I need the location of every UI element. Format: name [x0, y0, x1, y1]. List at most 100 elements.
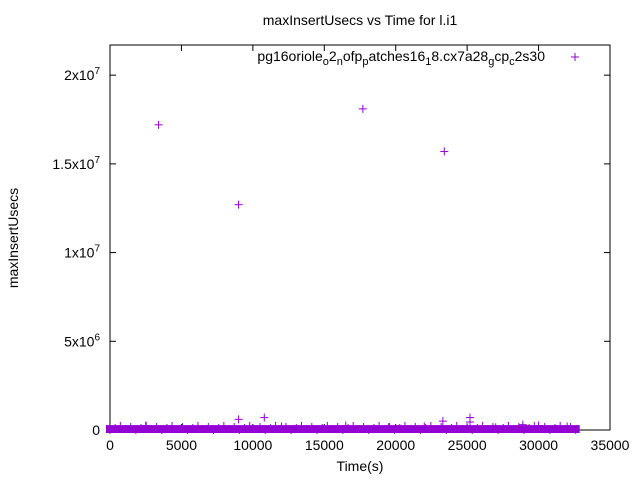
baseline-marker [442, 426, 451, 434]
x-tick-label: 20000 [376, 437, 415, 453]
baseline-marker [395, 424, 404, 432]
baseline-marker [349, 422, 358, 430]
data-point [260, 413, 269, 422]
legend-label-part: 2s30 [515, 48, 546, 64]
baseline-marker [463, 423, 472, 431]
baseline-marker [390, 426, 399, 434]
baseline-marker [551, 424, 560, 432]
baseline-marker [468, 426, 477, 434]
baseline-marker [106, 426, 114, 434]
baseline-marker [416, 426, 425, 434]
baseline-marker [121, 425, 130, 433]
legend-label-part: p [362, 56, 368, 68]
baseline-marker [318, 424, 327, 432]
baseline-marker [131, 426, 140, 434]
baseline-marker [540, 423, 549, 431]
y-tick-label: 0 [92, 422, 100, 438]
baseline-marker [369, 424, 378, 432]
baseline-marker [261, 426, 270, 434]
x-tick-label: 15000 [305, 437, 344, 453]
y-tick-label-base: 1.5x10 [52, 156, 94, 172]
baseline-marker [225, 425, 234, 433]
y-tick-label: 1.5x107 [52, 155, 100, 172]
x-axis: 0 5000 10000 15000 20000 25000 30000 35000 [106, 45, 630, 453]
baseline-marker [199, 425, 208, 433]
data-point [491, 423, 500, 432]
baseline-marker [116, 422, 125, 430]
data-point [466, 418, 474, 427]
x-tick-label: 25000 [448, 437, 487, 453]
baseline-marker [256, 423, 265, 431]
data-point [384, 423, 393, 432]
baseline-marker [219, 422, 228, 430]
legend-label-part: cp [494, 48, 509, 64]
x-axis-label: Time(s) [337, 458, 384, 474]
baseline-marker [421, 424, 430, 432]
baseline-marker [302, 425, 311, 433]
baseline-marker [152, 423, 161, 431]
baseline-marker [519, 426, 528, 434]
baseline-marker [204, 423, 213, 431]
data-point [234, 200, 243, 209]
x-tick-label: 10000 [233, 437, 272, 453]
baseline-marker [188, 424, 197, 432]
data-point [141, 421, 150, 430]
baseline-marker [173, 425, 182, 433]
plot-frame [109, 44, 611, 431]
baseline-marker [137, 424, 146, 432]
baseline-marker [209, 426, 218, 434]
baseline-marker [447, 424, 456, 432]
baseline-marker [566, 423, 575, 431]
y-tick-label-exponent: 7 [94, 244, 100, 255]
legend-label-part: 8.cx7a28 [431, 48, 488, 64]
legend-label-part: g [488, 56, 494, 68]
baseline-marker [411, 423, 420, 431]
y-tick-label-base: 2x10 [64, 67, 95, 83]
baseline-marker [240, 424, 249, 432]
y-tick-label: 1x107 [64, 244, 100, 261]
baseline-marker [432, 425, 440, 433]
baseline-marker [375, 422, 384, 430]
baseline-marker [535, 425, 544, 433]
baseline-marker [162, 424, 171, 432]
baseline-marker [437, 423, 446, 431]
legend-label-part: 2 [329, 48, 337, 64]
baseline-marker [359, 423, 368, 431]
x-tick-label: 30000 [519, 437, 558, 453]
baseline-marker [323, 422, 332, 430]
legend: pg16orioleo2nofppatches1618.cx7a28gcpc2s… [257, 48, 579, 68]
y-tick-label: 2x107 [64, 66, 100, 83]
y-tick-label-base: 0 [92, 422, 100, 438]
baseline-marker [183, 426, 192, 434]
y-tick-label-base: 1x10 [64, 245, 95, 261]
baseline-marker [525, 424, 534, 432]
baseline-marker [168, 422, 177, 430]
data-points [141, 104, 572, 432]
baseline-marker [250, 425, 259, 433]
baseline-marker [214, 424, 223, 432]
legend-label-part: atches16 [368, 48, 425, 64]
data-point [358, 104, 367, 113]
baseline-marker [333, 423, 342, 431]
baseline-marker [556, 422, 565, 430]
y-tick-label-exponent: 7 [94, 66, 100, 77]
baseline-marker [354, 425, 363, 433]
data-point [534, 421, 543, 430]
data-point [420, 422, 429, 431]
x-tick-label: 0 [106, 437, 114, 453]
legend-label: pg16orioleo2nofppatches1618.cx7a28gcpc2s… [257, 48, 545, 68]
legend-label-part: pg16oriole [257, 48, 323, 64]
data-point [234, 415, 243, 424]
baseline-marker [245, 422, 254, 430]
data-point [341, 421, 350, 430]
baseline-marker [478, 422, 487, 430]
baseline-marker [292, 424, 301, 432]
legend-label-part: o [323, 56, 329, 68]
baseline-marker [514, 423, 523, 431]
y-tick-label-exponent: 6 [94, 332, 100, 343]
baseline-marker [281, 423, 290, 431]
baseline-marker [504, 422, 513, 430]
data-point [154, 120, 163, 129]
